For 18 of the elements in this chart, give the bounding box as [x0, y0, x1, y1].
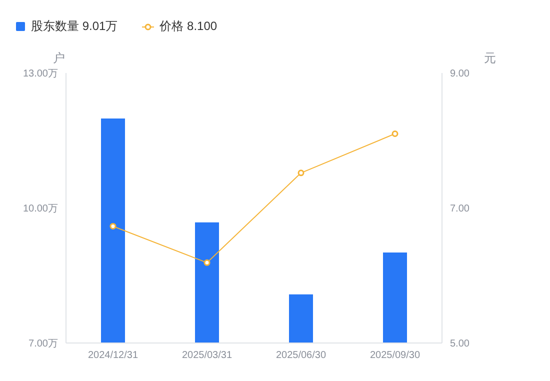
y-axis-title: 户 — [53, 50, 65, 67]
y-tick-label: 10.00万 — [22, 204, 58, 215]
y2-tick-label: 5.00 — [450, 338, 470, 350]
y-tick-label: 7.00万 — [28, 338, 58, 350]
x-tick-label: 2024/12/31 — [88, 350, 138, 362]
legend-label: 价格 8.100 — [160, 18, 218, 35]
point — [110, 222, 116, 230]
x-tick-label: 2025/06/30 — [276, 350, 326, 362]
x-tick-label: 2025/03/31 — [182, 350, 232, 362]
x-tick-label: 2025/09/30 — [370, 350, 420, 362]
point — [204, 259, 210, 266]
y2-axis-title: 元 — [484, 50, 496, 67]
y2-tick-label: 7.00 — [450, 204, 470, 215]
legend-label: 股东数量 9.01万 — [31, 18, 118, 35]
point — [298, 170, 304, 176]
y2-tick-label: 9.00 — [450, 68, 470, 80]
y-tick-label: 13.00万 — [22, 68, 58, 80]
point — [392, 130, 398, 137]
